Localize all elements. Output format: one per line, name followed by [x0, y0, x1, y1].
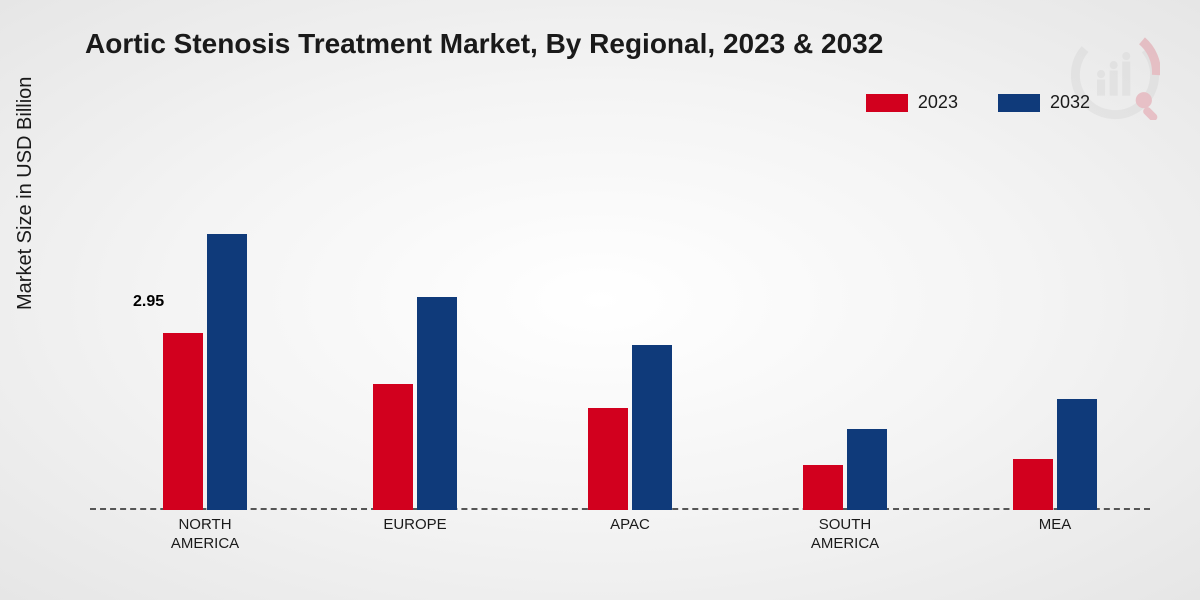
x-axis-category-label: APAC	[570, 516, 690, 535]
bar-group	[785, 429, 905, 510]
bar	[373, 384, 413, 510]
chart-title: Aortic Stenosis Treatment Market, By Reg…	[85, 28, 883, 60]
bar	[847, 429, 887, 510]
bar-group	[570, 345, 690, 510]
bar	[632, 345, 672, 510]
bar-value-label: 2.95	[133, 293, 164, 311]
legend-label-2023: 2023	[918, 92, 958, 113]
legend-item-2023: 2023	[866, 92, 958, 113]
plot-area: 2.95	[90, 150, 1150, 510]
legend: 2023 2032	[866, 92, 1090, 113]
x-axis-category-label: NORTHAMERICA	[145, 516, 265, 554]
bar-group	[355, 297, 475, 510]
y-axis-label: Market Size in USD Billion	[14, 77, 37, 310]
x-axis-category-label: MEA	[995, 516, 1115, 535]
legend-swatch-2032	[998, 94, 1040, 112]
bar	[1057, 399, 1097, 510]
bar-group	[145, 234, 265, 510]
bar	[1013, 459, 1053, 510]
x-axis-category-label: SOUTHAMERICA	[785, 516, 905, 554]
bar	[163, 333, 203, 510]
legend-swatch-2023	[866, 94, 908, 112]
bar	[803, 465, 843, 510]
legend-label-2032: 2032	[1050, 92, 1090, 113]
bar-group	[995, 399, 1115, 510]
x-axis-category-label: EUROPE	[355, 516, 475, 535]
bar	[417, 297, 457, 510]
x-axis-labels: NORTHAMERICA EUROPE APAC SOUTHAMERICA MEA	[90, 516, 1150, 576]
legend-item-2032: 2032	[998, 92, 1090, 113]
bar	[207, 234, 247, 510]
bar	[588, 408, 628, 510]
